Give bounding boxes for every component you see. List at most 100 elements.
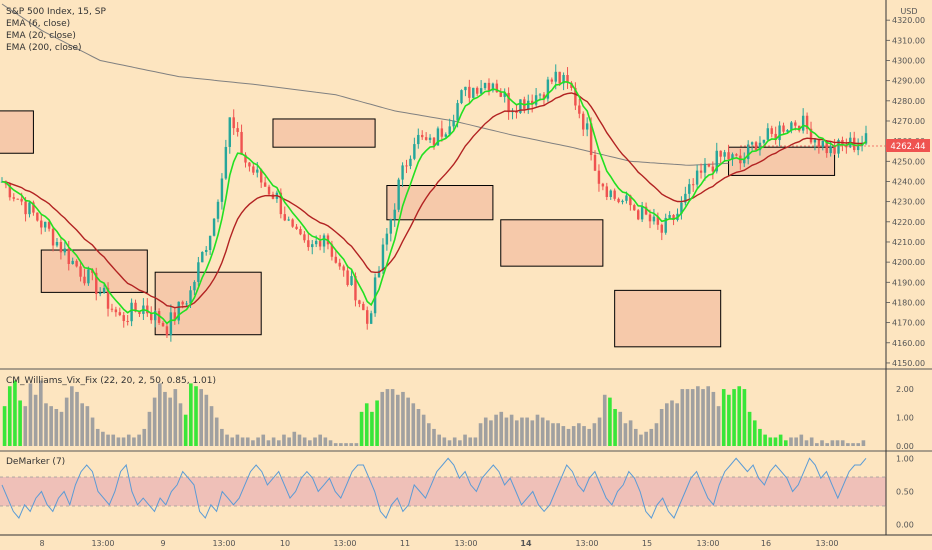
candle-body bbox=[102, 287, 106, 293]
candle-body bbox=[758, 142, 762, 151]
candle-body bbox=[165, 326, 169, 336]
candle-body bbox=[456, 103, 459, 121]
zone-box[interactable] bbox=[728, 146, 836, 176]
candle-body bbox=[424, 137, 428, 140]
vix-fix-histogram[interactable] bbox=[2, 380, 866, 446]
vix-bar bbox=[768, 437, 773, 446]
zone-box[interactable] bbox=[614, 289, 722, 348]
vix-bar bbox=[727, 394, 731, 446]
vix-bar bbox=[633, 428, 638, 446]
zone-box[interactable] bbox=[0, 110, 34, 154]
zone-box[interactable] bbox=[386, 185, 494, 221]
vix-bar bbox=[840, 440, 845, 446]
vix-bar bbox=[261, 434, 266, 446]
vix-fix-title[interactable]: CM_Williams_Vix_Fix (22, 20, 2, 50, 0.85… bbox=[6, 376, 216, 386]
vix-bar bbox=[292, 431, 297, 446]
vix-tick-label: 1.00 bbox=[896, 414, 914, 423]
vix-bar bbox=[794, 437, 798, 446]
candle-body bbox=[67, 248, 70, 264]
time-tick-label: 13:00 bbox=[454, 539, 477, 548]
candle-body bbox=[711, 166, 715, 172]
candle-body bbox=[153, 311, 157, 321]
ema20-label[interactable]: EMA (20, close) bbox=[6, 31, 76, 41]
vix-bar bbox=[721, 389, 726, 446]
candle-body bbox=[36, 212, 39, 221]
vix-bar bbox=[2, 406, 7, 446]
candlesticks[interactable] bbox=[0, 64, 868, 342]
vix-bar bbox=[577, 423, 581, 446]
candle-body bbox=[303, 234, 306, 241]
symbol-title[interactable]: S&P 500 Index, 15, SP bbox=[6, 7, 106, 17]
candle-body bbox=[837, 139, 840, 154]
candle-body bbox=[118, 312, 122, 316]
vix-bar bbox=[613, 409, 617, 446]
candle-body bbox=[220, 178, 224, 202]
candle-body bbox=[428, 137, 432, 140]
price-tick-label: 4320.00 bbox=[892, 16, 925, 25]
candle-body bbox=[613, 190, 616, 199]
candle-body bbox=[126, 320, 129, 322]
vix-bar bbox=[302, 437, 307, 446]
vix-bar bbox=[90, 417, 95, 446]
candle-body bbox=[774, 133, 777, 141]
candle-body bbox=[362, 303, 365, 311]
candle-body bbox=[668, 215, 671, 218]
vix-axis[interactable]: 2.00 1.00 0.00 bbox=[896, 385, 914, 451]
vix-bar bbox=[240, 437, 245, 446]
candle-body bbox=[605, 186, 609, 198]
time-tick-label: 14 bbox=[520, 539, 532, 548]
currency-label[interactable]: USD bbox=[900, 7, 917, 16]
candle-body bbox=[299, 228, 302, 235]
candle-body bbox=[833, 146, 836, 154]
candle-body bbox=[16, 198, 19, 200]
vix-bar bbox=[385, 389, 390, 446]
candle-body bbox=[719, 150, 722, 157]
candle-body bbox=[727, 152, 730, 160]
candle-body bbox=[177, 301, 180, 321]
candle-body bbox=[401, 165, 404, 180]
vix-bar bbox=[711, 391, 716, 446]
candle-body bbox=[499, 92, 502, 97]
demarker-axis[interactable]: 1.00 0.50 0.00 bbox=[896, 454, 914, 529]
vix-bar bbox=[809, 437, 814, 446]
vix-bar bbox=[401, 391, 405, 446]
vix-bar bbox=[856, 443, 861, 446]
candle-body bbox=[680, 202, 683, 214]
candle-body bbox=[358, 300, 361, 304]
candle-body bbox=[609, 190, 612, 198]
zone-box[interactable] bbox=[40, 249, 148, 293]
candle-body bbox=[114, 309, 118, 313]
candle-body bbox=[491, 83, 495, 91]
candle-body bbox=[856, 145, 860, 151]
vix-bar bbox=[163, 391, 167, 446]
candle-body bbox=[405, 165, 408, 167]
candle-body bbox=[585, 123, 589, 130]
candle-body bbox=[786, 130, 789, 132]
vix-bar bbox=[706, 386, 711, 446]
candle-body bbox=[110, 308, 114, 310]
candle-body bbox=[801, 115, 805, 131]
vix-bar bbox=[106, 434, 110, 446]
candle-body bbox=[625, 195, 628, 201]
time-tick-label: 13:00 bbox=[815, 539, 838, 548]
demarker-title[interactable]: DeMarker (7) bbox=[6, 457, 65, 467]
time-tick-label: 11 bbox=[400, 539, 410, 548]
vix-bar bbox=[85, 406, 90, 446]
candle-body bbox=[546, 79, 550, 99]
price-tick-label: 4300.00 bbox=[892, 56, 925, 65]
ema6-label[interactable]: EMA (6, close) bbox=[6, 19, 70, 29]
ema200-label[interactable]: EMA (200, close) bbox=[6, 43, 82, 53]
candle-body bbox=[440, 128, 444, 137]
vix-bar bbox=[266, 440, 271, 446]
time-axis[interactable]: 8 13:00 9 13:00 10 13:00 11 13:00 14 13:00 15 13:00… bbox=[39, 539, 838, 548]
candle-body bbox=[578, 105, 581, 114]
candle-body bbox=[389, 219, 393, 234]
ema6-line bbox=[1, 80, 867, 325]
vix-bar bbox=[411, 403, 416, 446]
zone-box[interactable] bbox=[500, 219, 604, 267]
zone-box[interactable] bbox=[272, 118, 376, 148]
zone-box[interactable] bbox=[154, 271, 262, 336]
candle-body bbox=[169, 312, 173, 336]
candle-body bbox=[279, 192, 283, 215]
